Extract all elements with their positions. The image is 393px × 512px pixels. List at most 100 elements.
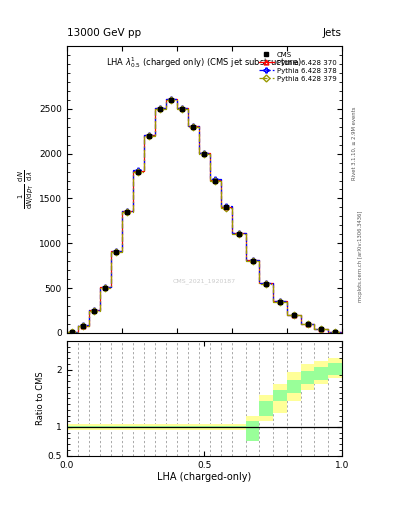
Pythia 6.428 378 <box>136 167 141 174</box>
Pythia 6.428 370 <box>333 329 338 335</box>
CMS <box>237 231 241 238</box>
Pythia 6.428 378 <box>213 177 218 183</box>
Line: Pythia 6.428 370: Pythia 6.428 370 <box>70 97 338 335</box>
Text: Jets: Jets <box>323 28 342 38</box>
Pythia 6.428 379 <box>125 209 130 215</box>
Y-axis label: Ratio to CMS: Ratio to CMS <box>36 372 45 425</box>
Text: mcplots.cern.ch [arXiv:1306.3436]: mcplots.cern.ch [arXiv:1306.3436] <box>358 210 363 302</box>
Pythia 6.428 378 <box>191 122 196 129</box>
Pythia 6.428 378 <box>125 208 130 214</box>
Pythia 6.428 378 <box>237 230 241 237</box>
CMS <box>114 249 119 255</box>
Pythia 6.428 379 <box>147 133 152 139</box>
Pythia 6.428 370 <box>147 132 152 138</box>
Pythia 6.428 378 <box>278 298 283 304</box>
Pythia 6.428 379 <box>158 106 163 112</box>
Pythia 6.428 378 <box>305 321 310 327</box>
Text: LHA $\lambda^{1}_{0.5}$ (charged only) (CMS jet substructure): LHA $\lambda^{1}_{0.5}$ (charged only) (… <box>107 55 302 70</box>
Pythia 6.428 370 <box>305 321 310 327</box>
CMS <box>264 281 269 287</box>
Pythia 6.428 378 <box>169 96 174 102</box>
Pythia 6.428 379 <box>70 329 75 335</box>
CMS <box>125 209 130 215</box>
Pythia 6.428 378 <box>81 323 86 329</box>
CMS <box>70 329 75 335</box>
Pythia 6.428 378 <box>224 203 229 209</box>
Pythia 6.428 379 <box>333 329 338 335</box>
Pythia 6.428 370 <box>81 323 86 329</box>
Pythia 6.428 378 <box>114 248 119 254</box>
X-axis label: LHA (charged-only): LHA (charged-only) <box>157 472 252 482</box>
CMS <box>213 178 218 184</box>
Pythia 6.428 378 <box>70 329 75 335</box>
Legend: CMS, Pythia 6.428 370, Pythia 6.428 378, Pythia 6.428 379: CMS, Pythia 6.428 370, Pythia 6.428 378,… <box>257 50 338 84</box>
Pythia 6.428 379 <box>224 204 229 210</box>
Pythia 6.428 370 <box>264 280 269 286</box>
Pythia 6.428 379 <box>136 168 141 175</box>
Pythia 6.428 379 <box>202 151 207 157</box>
Pythia 6.428 378 <box>319 326 324 332</box>
Pythia 6.428 370 <box>103 284 108 290</box>
CMS <box>292 312 296 318</box>
Pythia 6.428 378 <box>92 307 97 313</box>
Pythia 6.428 378 <box>292 312 296 318</box>
Pythia 6.428 379 <box>169 97 174 103</box>
Pythia 6.428 379 <box>114 249 119 255</box>
Pythia 6.428 378 <box>147 132 152 138</box>
CMS <box>278 298 283 305</box>
CMS <box>224 204 229 210</box>
Pythia 6.428 370 <box>169 96 174 102</box>
CMS <box>81 323 86 329</box>
Y-axis label: $\frac{1}{\mathrm{d}N/\mathrm{d}p_\mathrm{T}}\ \frac{\mathrm{d}N}{\mathrm{d}\lam: $\frac{1}{\mathrm{d}N/\mathrm{d}p_\mathr… <box>17 170 36 209</box>
Pythia 6.428 379 <box>319 326 324 332</box>
Line: Pythia 6.428 379: Pythia 6.428 379 <box>70 98 338 335</box>
Pythia 6.428 370 <box>136 167 141 174</box>
CMS <box>202 151 207 157</box>
Pythia 6.428 370 <box>250 257 255 263</box>
Line: CMS: CMS <box>70 97 338 335</box>
CMS <box>180 106 185 112</box>
Pythia 6.428 370 <box>202 150 207 156</box>
CMS <box>136 168 141 175</box>
Pythia 6.428 379 <box>292 312 296 318</box>
CMS <box>169 97 174 103</box>
Pythia 6.428 379 <box>92 308 97 314</box>
Pythia 6.428 379 <box>278 298 283 305</box>
Pythia 6.428 379 <box>250 259 255 265</box>
CMS <box>333 329 338 335</box>
Pythia 6.428 379 <box>191 124 196 130</box>
Pythia 6.428 378 <box>333 329 338 335</box>
Text: CMS_2021_1920187: CMS_2021_1920187 <box>173 279 236 284</box>
Pythia 6.428 378 <box>103 284 108 290</box>
CMS <box>92 307 97 313</box>
Pythia 6.428 378 <box>264 280 269 286</box>
Pythia 6.428 370 <box>92 307 97 313</box>
Pythia 6.428 378 <box>202 150 207 156</box>
Pythia 6.428 379 <box>264 281 269 287</box>
Pythia 6.428 370 <box>70 329 75 335</box>
Pythia 6.428 379 <box>103 285 108 291</box>
Pythia 6.428 379 <box>81 323 86 329</box>
Text: 13000 GeV pp: 13000 GeV pp <box>67 28 141 38</box>
Pythia 6.428 379 <box>305 321 310 327</box>
Pythia 6.428 370 <box>191 123 196 129</box>
Pythia 6.428 370 <box>292 312 296 318</box>
Pythia 6.428 370 <box>224 203 229 209</box>
CMS <box>250 258 255 264</box>
CMS <box>305 321 310 327</box>
CMS <box>103 285 108 291</box>
CMS <box>147 133 152 139</box>
Pythia 6.428 370 <box>237 230 241 237</box>
Pythia 6.428 370 <box>158 105 163 111</box>
CMS <box>319 326 324 332</box>
Pythia 6.428 378 <box>250 257 255 263</box>
Pythia 6.428 378 <box>180 104 185 111</box>
Pythia 6.428 379 <box>180 106 185 112</box>
CMS <box>191 124 196 130</box>
Pythia 6.428 370 <box>278 298 283 304</box>
Pythia 6.428 379 <box>213 178 218 184</box>
Pythia 6.428 370 <box>125 208 130 214</box>
Pythia 6.428 370 <box>319 326 324 332</box>
Pythia 6.428 378 <box>158 104 163 111</box>
Text: Rivet 3.1.10, ≥ 2.9M events: Rivet 3.1.10, ≥ 2.9M events <box>352 106 357 180</box>
